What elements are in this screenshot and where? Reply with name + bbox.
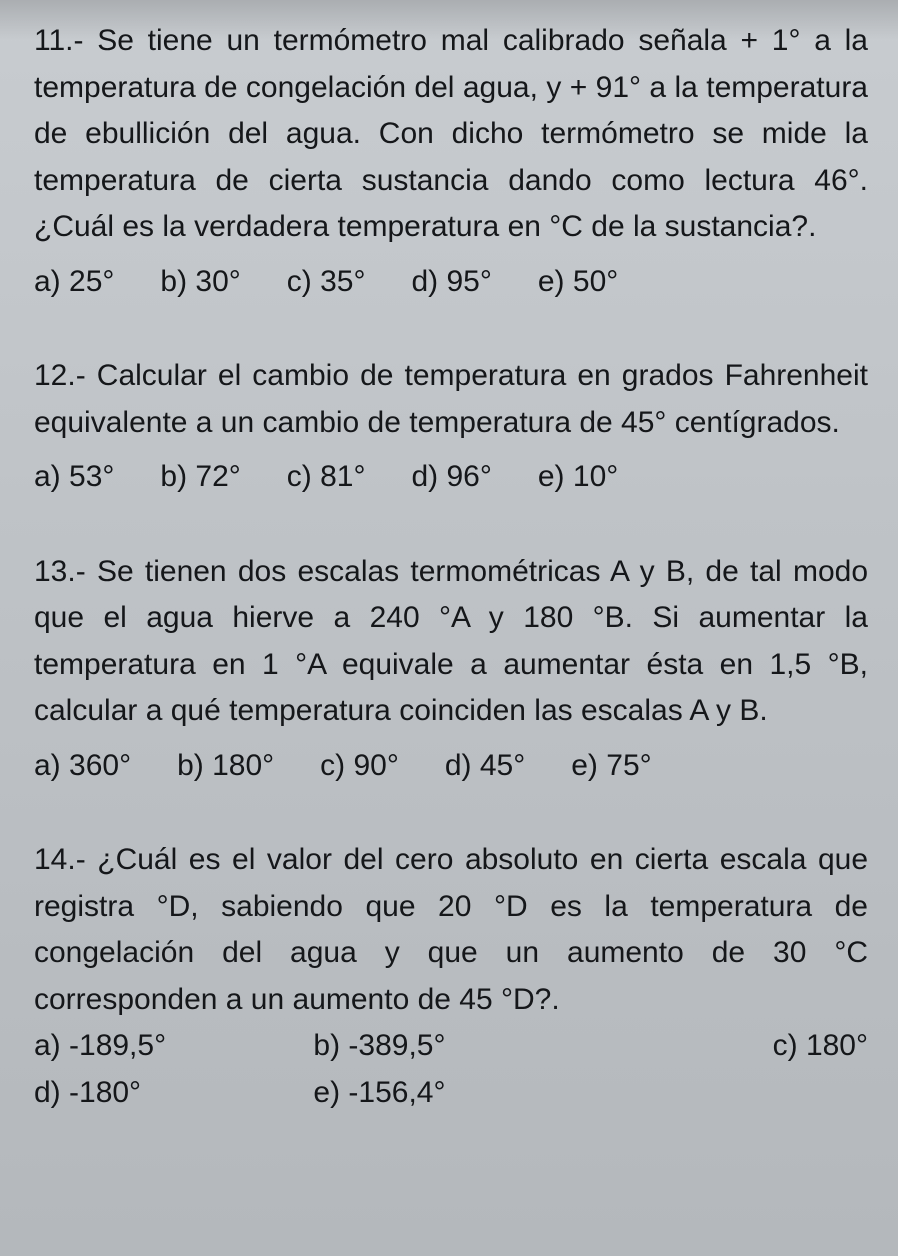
- problem-14-choice-blank: [593, 1070, 868, 1117]
- problem-14-choice-c-value: 180°: [806, 1029, 868, 1062]
- problem-14-choice-d-value: -180°: [69, 1076, 141, 1109]
- problem-14-choice-b-value: -389,5°: [348, 1029, 445, 1062]
- problem-13-choice-b-value: 180°: [212, 749, 274, 782]
- problem-12-choice-c: c) 81°: [287, 454, 366, 501]
- problem-13-stem: 13.- Se tienen dos escalas termométricas…: [34, 549, 868, 735]
- problem-13-choice-c: c) 90°: [320, 743, 399, 790]
- problem-11-choice-d-value: 95°: [447, 265, 492, 298]
- problem-12-text: Calcular el cambio de temperatura en gra…: [34, 359, 868, 439]
- problem-11-text: Se tiene un termómetro mal calibrado señ…: [34, 24, 868, 243]
- problem-14: 14.- ¿Cuál es el valor del cero absoluto…: [34, 837, 868, 1116]
- problem-11-choice-b-value: 30°: [195, 265, 240, 298]
- problem-12-choice-b-value: 72°: [195, 460, 240, 493]
- problem-11-choice-a: a) 25°: [34, 259, 114, 306]
- problem-14-choice-a-value: -189,5°: [69, 1029, 166, 1062]
- problem-14-choices-row2: d) -180° e) -156,4°: [34, 1070, 868, 1117]
- problem-12-choice-a-value: 53°: [69, 460, 114, 493]
- problem-13-choice-d-value: 45°: [480, 749, 525, 782]
- page: 11.- Se tiene un termómetro mal calibrad…: [0, 0, 898, 1256]
- problem-11-choice-a-value: 25°: [69, 265, 114, 298]
- problem-12-choice-b: b) 72°: [160, 454, 240, 501]
- problem-14-text: ¿Cuál es el valor del cero absoluto en c…: [34, 843, 868, 1016]
- problem-11-choice-c-value: 35°: [320, 265, 365, 298]
- problem-14-choice-e: e) -156,4°: [313, 1070, 588, 1117]
- problem-11-choice-e: e) 50°: [538, 259, 618, 306]
- problem-14-choice-c: c) 180°: [593, 1023, 868, 1070]
- problem-11-choice-b: b) 30°: [160, 259, 240, 306]
- problem-12-choice-d: d) 96°: [411, 454, 491, 501]
- problem-13-choice-a: a) 360°: [34, 743, 131, 790]
- problem-14-stem: 14.- ¿Cuál es el valor del cero absoluto…: [34, 837, 868, 1023]
- problem-13: 13.- Se tienen dos escalas termométricas…: [34, 549, 868, 790]
- problem-14-choice-a: a) -189,5°: [34, 1023, 309, 1070]
- problem-14-choice-b: b) -389,5°: [313, 1023, 588, 1070]
- problem-13-choice-b: b) 180°: [177, 743, 274, 790]
- problem-14-number: 14.-: [34, 843, 86, 876]
- problem-13-choice-a-value: 360°: [69, 749, 131, 782]
- problem-13-text: Se tienen dos escalas termométricas A y …: [34, 555, 868, 728]
- problem-12-choice-d-value: 96°: [447, 460, 492, 493]
- problem-13-choices: a) 360° b) 180° c) 90° d) 45° e) 75°: [34, 743, 868, 790]
- problem-11-number: 11.-: [34, 24, 83, 57]
- problem-12-choice-a: a) 53°: [34, 454, 114, 501]
- problem-14-choices: a) -189,5° b) -389,5° c) 180° d) -180° e…: [34, 1023, 868, 1116]
- problem-13-choice-e: e) 75°: [571, 743, 651, 790]
- problem-13-number: 13.-: [34, 555, 86, 588]
- problem-12-choice-c-value: 81°: [320, 460, 365, 493]
- problem-11: 11.- Se tiene un termómetro mal calibrad…: [34, 18, 868, 305]
- problem-12-choice-e: e) 10°: [538, 454, 618, 501]
- problem-13-choice-d: d) 45°: [445, 743, 525, 790]
- problem-13-choice-e-value: 75°: [606, 749, 651, 782]
- problem-11-choice-d: d) 95°: [411, 259, 491, 306]
- problem-11-choices: a) 25° b) 30° c) 35° d) 95° e) 50°: [34, 259, 868, 306]
- problem-11-choice-c: c) 35°: [287, 259, 366, 306]
- problem-12-number: 12.-: [34, 359, 86, 392]
- problem-12-stem: 12.- Calcular el cambio de temperatura e…: [34, 353, 868, 446]
- problem-12-choice-e-value: 10°: [573, 460, 618, 493]
- problem-12-choices: a) 53° b) 72° c) 81° d) 96° e) 10°: [34, 454, 868, 501]
- problem-14-choices-row1: a) -189,5° b) -389,5° c) 180°: [34, 1023, 868, 1070]
- problem-12: 12.- Calcular el cambio de temperatura e…: [34, 353, 868, 501]
- problem-11-stem: 11.- Se tiene un termómetro mal calibrad…: [34, 18, 868, 251]
- problem-14-choice-e-value: -156,4°: [348, 1076, 445, 1109]
- problem-11-choice-e-value: 50°: [573, 265, 618, 298]
- problem-14-choice-d: d) -180°: [34, 1070, 309, 1117]
- problem-13-choice-c-value: 90°: [353, 749, 398, 782]
